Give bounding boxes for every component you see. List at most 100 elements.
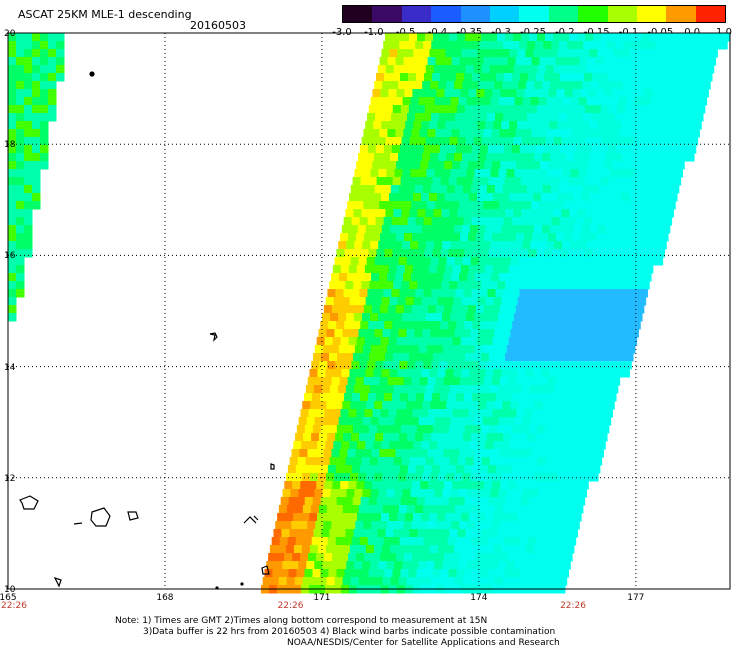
swath-cell	[407, 361, 416, 370]
swath-cell	[524, 553, 533, 562]
swath-cell	[505, 209, 514, 218]
swath-cell	[446, 185, 456, 194]
swath-cell	[515, 377, 525, 386]
swath-cell	[378, 489, 387, 498]
swath-cell	[613, 49, 622, 58]
swath-cell	[399, 41, 408, 50]
swath-cell	[538, 97, 548, 106]
swath-cell	[504, 177, 514, 186]
swath-cell	[476, 409, 485, 418]
swath-cell	[509, 121, 518, 130]
swath-cell	[496, 321, 505, 330]
swath-cell	[424, 321, 433, 330]
swath-cell	[419, 377, 429, 386]
swath-cell	[334, 401, 343, 410]
swath-cell	[613, 193, 622, 202]
swath-cell	[387, 273, 396, 282]
swath-cell	[379, 377, 389, 386]
swath-cell	[390, 81, 399, 90]
swath-cell	[467, 201, 476, 210]
swath-cell	[441, 281, 450, 290]
swath-cell	[661, 193, 670, 202]
swath-cell	[511, 537, 521, 546]
swath-cell	[413, 49, 422, 58]
swath-cell	[465, 281, 474, 290]
swath-cell	[32, 49, 41, 58]
swath-cell	[517, 513, 526, 522]
swath-cell	[703, 41, 712, 50]
swath-cell	[418, 313, 427, 322]
swath-cell	[601, 209, 610, 218]
swath-cell	[381, 369, 390, 378]
swath-cell	[564, 553, 573, 562]
swath-cell	[679, 145, 689, 154]
swath-cell	[493, 225, 503, 234]
swath-cell	[576, 249, 585, 258]
swath-cell	[556, 265, 566, 274]
swath-cell	[326, 505, 336, 514]
swath-cell	[571, 521, 580, 530]
swath-cell	[625, 209, 634, 218]
swath-cell	[600, 249, 609, 258]
swath-cell	[396, 233, 405, 242]
swath-cell	[528, 321, 537, 330]
swath-cell	[364, 233, 373, 242]
swath-cell	[583, 113, 592, 122]
swath-cell	[442, 561, 451, 570]
swath-cell	[632, 177, 642, 186]
swath-cell	[440, 393, 449, 402]
swath-cell	[478, 185, 488, 194]
swath-cell	[445, 441, 454, 450]
swath-cell	[460, 89, 469, 98]
swath-cell	[8, 281, 17, 290]
swath-cell	[343, 537, 353, 546]
swath-cell	[507, 129, 516, 138]
swath-cell	[32, 113, 41, 122]
swath-cell	[325, 369, 334, 378]
swath-cell	[403, 377, 413, 386]
swath-cell	[334, 577, 344, 586]
swath-cell	[518, 185, 528, 194]
swath-cell	[547, 305, 557, 314]
swath-cell	[24, 153, 33, 162]
swath-cell	[620, 265, 630, 274]
swath-cell	[8, 129, 17, 138]
swath-cell	[645, 193, 654, 202]
swath-cell	[548, 233, 557, 242]
swath-cell	[283, 521, 292, 530]
swath-cell	[48, 57, 57, 66]
swath-cell	[463, 217, 473, 226]
swath-cell	[536, 177, 546, 186]
swath-cell	[580, 233, 589, 242]
swath-cell	[633, 65, 643, 74]
swath-cell	[502, 81, 511, 90]
swath-cell	[598, 257, 608, 266]
swath-cell	[377, 457, 387, 466]
swath-cell	[291, 449, 300, 458]
swath-cell	[603, 305, 613, 314]
swath-cell	[374, 329, 383, 338]
swath-cell	[339, 305, 349, 314]
swath-cell	[522, 345, 532, 354]
swath-cell	[340, 409, 349, 418]
swath-cell	[627, 57, 637, 66]
swath-cell	[355, 449, 364, 458]
swath-cell	[402, 241, 411, 250]
swath-cell	[502, 153, 511, 162]
swath-cell	[543, 41, 552, 50]
swath-cell	[654, 81, 663, 90]
swath-cell	[570, 241, 579, 250]
swath-cell	[459, 449, 468, 458]
swath-cell	[339, 377, 349, 386]
swath-cell	[373, 121, 382, 130]
swath-cell	[404, 265, 414, 274]
swath-cell	[478, 577, 488, 586]
swath-cell	[675, 57, 685, 66]
swath-cell	[394, 417, 404, 426]
swath-cell	[570, 97, 580, 106]
swath-cell	[369, 353, 378, 362]
swath-cell	[517, 297, 527, 306]
colorbar-segment	[489, 6, 520, 22]
swath-cell	[402, 169, 411, 178]
swath-cell	[336, 321, 345, 330]
